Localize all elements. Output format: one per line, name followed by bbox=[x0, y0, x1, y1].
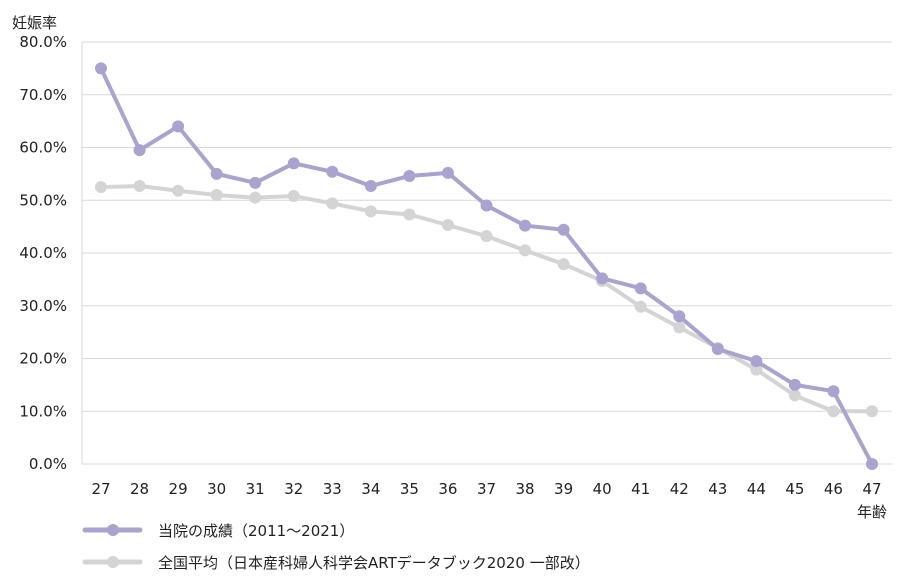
legend-item-hospital: 当院の成績（2011～2021） bbox=[82, 522, 354, 540]
data-point bbox=[364, 205, 377, 218]
data-point bbox=[210, 188, 223, 201]
y-tick-label: 80.0% bbox=[19, 33, 67, 51]
y-tick-label: 0.0% bbox=[29, 455, 67, 473]
data-point bbox=[326, 197, 339, 210]
data-point bbox=[287, 190, 300, 203]
y-tick-label: 40.0% bbox=[19, 244, 67, 262]
data-point bbox=[557, 258, 570, 271]
y-tick-label: 30.0% bbox=[19, 297, 67, 315]
data-point bbox=[480, 199, 493, 212]
data-point bbox=[249, 191, 262, 204]
x-tick-label: 46 bbox=[824, 480, 843, 498]
x-tick-label: 37 bbox=[477, 480, 496, 498]
x-tick-label: 44 bbox=[747, 480, 766, 498]
data-point bbox=[673, 310, 686, 323]
data-point bbox=[441, 219, 454, 232]
x-tick-label: 35 bbox=[400, 480, 419, 498]
legend-swatch-marker bbox=[107, 556, 119, 568]
data-point bbox=[172, 120, 185, 133]
x-tick-label: 36 bbox=[438, 480, 457, 498]
x-tick-label: 41 bbox=[631, 480, 650, 498]
data-point bbox=[364, 180, 377, 193]
x-tick-label: 47 bbox=[862, 480, 881, 498]
data-point bbox=[750, 363, 763, 376]
data-point bbox=[480, 230, 493, 243]
data-point bbox=[403, 208, 416, 221]
y-axis-ticks: 0.0% 10.0% 20.0% 30.0% 40.0% 50.0% 60.0% 70.0% 8… bbox=[19, 33, 67, 473]
data-point bbox=[711, 343, 724, 356]
legend-swatch-marker bbox=[107, 524, 119, 536]
data-point bbox=[673, 321, 686, 334]
x-tick-label: 29 bbox=[169, 480, 188, 498]
data-point bbox=[634, 300, 647, 313]
data-point bbox=[519, 244, 532, 257]
series-group bbox=[95, 62, 878, 470]
data-point bbox=[827, 385, 840, 398]
y-tick-label: 10.0% bbox=[19, 402, 67, 420]
data-point bbox=[788, 389, 801, 402]
data-point bbox=[249, 176, 262, 189]
data-point bbox=[441, 166, 454, 179]
series-line bbox=[99, 66, 874, 466]
x-tick-label: 45 bbox=[785, 480, 804, 498]
legend-item-national: 全国平均（日本産科婦人科学会ARTデータブック2020 一部改） bbox=[82, 554, 590, 572]
x-tick-label: 31 bbox=[246, 480, 265, 498]
data-point bbox=[596, 272, 609, 285]
data-point bbox=[557, 223, 570, 236]
y-tick-label: 20.0% bbox=[19, 350, 67, 368]
x-tick-label: 38 bbox=[516, 480, 535, 498]
data-point bbox=[95, 62, 107, 75]
x-tick-label: 33 bbox=[323, 480, 342, 498]
series-0 bbox=[95, 62, 878, 470]
y-axis-title: 妊娠率 bbox=[12, 14, 57, 32]
data-point bbox=[172, 184, 185, 197]
data-point bbox=[326, 165, 339, 178]
x-tick-label: 27 bbox=[91, 480, 110, 498]
y-tick-label: 50.0% bbox=[19, 191, 67, 209]
legend: 当院の成績（2011～2021） 全国平均（日本産科婦人科学会ARTデータブック… bbox=[82, 522, 590, 572]
data-point bbox=[133, 144, 146, 157]
x-tick-label: 28 bbox=[130, 480, 149, 498]
x-axis-ticks: 27 28 29 30 31 32 33 34 35 36 37 38 39 40 41 42 43 44 45 46… bbox=[91, 480, 881, 498]
grid-lines bbox=[81, 41, 892, 465]
x-tick-label: 40 bbox=[593, 480, 612, 498]
data-point bbox=[750, 355, 763, 368]
x-tick-label: 42 bbox=[670, 480, 689, 498]
x-tick-label: 32 bbox=[284, 480, 303, 498]
data-point bbox=[95, 181, 107, 194]
data-point bbox=[634, 282, 647, 295]
y-tick-label: 70.0% bbox=[19, 86, 67, 104]
x-tick-label: 30 bbox=[207, 480, 226, 498]
x-axis-title: 年齢 bbox=[857, 503, 887, 521]
x-tick-label: 43 bbox=[708, 480, 727, 498]
data-point bbox=[210, 167, 223, 180]
legend-label: 当院の成績（2011～2021） bbox=[158, 522, 354, 540]
series-1 bbox=[95, 180, 878, 418]
data-point bbox=[403, 169, 416, 182]
x-tick-label: 39 bbox=[554, 480, 573, 498]
y-tick-label: 60.0% bbox=[19, 139, 67, 157]
data-point bbox=[866, 405, 878, 418]
legend-label: 全国平均（日本産科婦人科学会ARTデータブック2020 一部改） bbox=[158, 554, 590, 572]
x-tick-label: 34 bbox=[361, 480, 380, 498]
data-point bbox=[287, 157, 300, 170]
data-point bbox=[133, 180, 146, 193]
data-point bbox=[866, 458, 878, 470]
data-point bbox=[519, 219, 532, 232]
series-line bbox=[99, 184, 874, 414]
data-point bbox=[788, 378, 801, 391]
data-point bbox=[827, 405, 840, 418]
